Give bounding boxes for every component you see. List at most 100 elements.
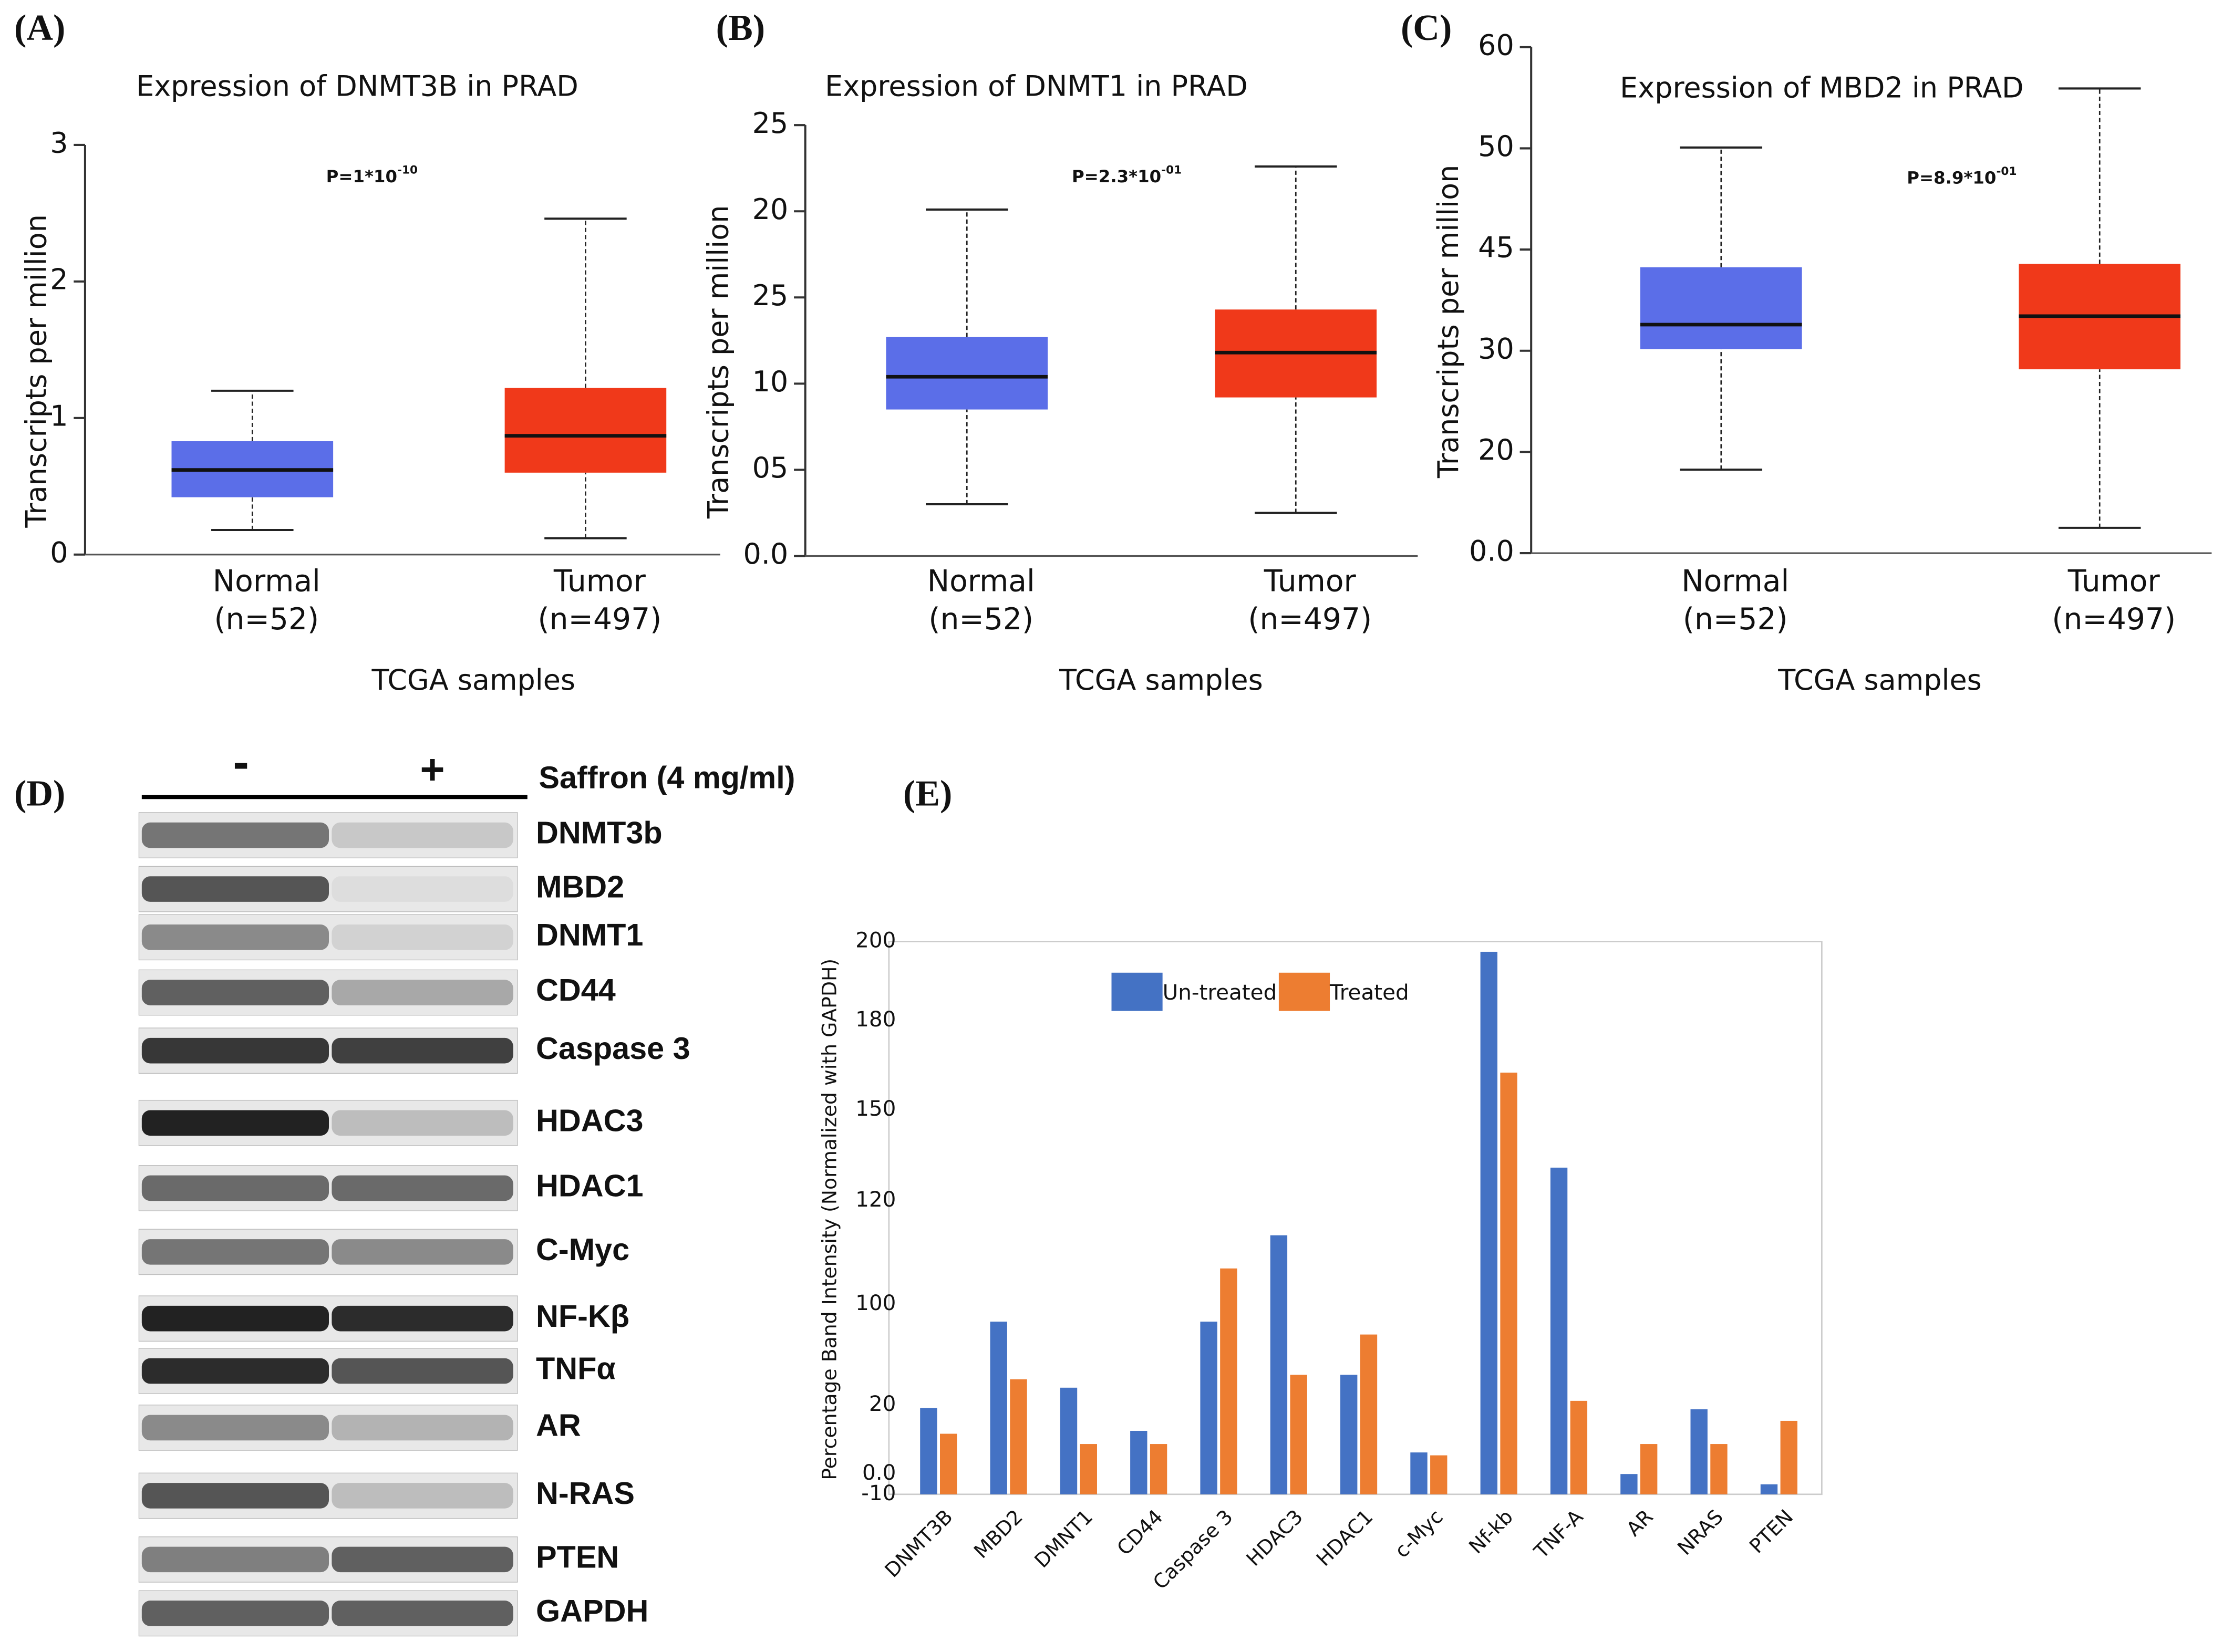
blot-band <box>332 1305 513 1332</box>
bar <box>1500 1072 1517 1494</box>
box <box>1640 267 1802 349</box>
y-tick-label: 25 <box>752 107 789 140</box>
p-value: P=2.3*10-01 <box>1072 164 1182 186</box>
blot-band <box>141 1037 329 1064</box>
blot-band <box>141 876 329 902</box>
y-tick-label: 3 <box>50 127 68 160</box>
p-value: P=8.9*10-01 <box>1907 165 2017 188</box>
x-tick-count: (n=497) <box>538 602 662 637</box>
y-tick-label: 60 <box>1478 28 1514 61</box>
p-value-exp: -10 <box>397 164 418 177</box>
panel-label: (E) <box>903 773 952 814</box>
y-tick-label: 25 <box>752 279 789 312</box>
x-tick-label: Nf-kb <box>1464 1505 1517 1558</box>
blot-label: Caspase 3 <box>536 1031 690 1066</box>
y-tick-label: 1 <box>50 399 68 432</box>
legend-swatch <box>1278 972 1330 1011</box>
x-tick-label: c-Myc <box>1390 1505 1447 1562</box>
panel-label: (A) <box>14 7 65 48</box>
blot-band <box>141 822 329 848</box>
p-value-text: P=8.9*10 <box>1907 168 1996 188</box>
bar <box>1220 1268 1237 1494</box>
panel-label: (C) <box>1401 7 1452 48</box>
blot-band <box>141 1601 329 1626</box>
panel-label: (D) <box>14 773 65 814</box>
y-tick-label: 100 <box>855 1290 896 1315</box>
x-tick-label: MBD2 <box>969 1505 1027 1563</box>
x-tick-label: Tumor <box>1264 564 1357 598</box>
x-tick-label: DMNT1 <box>1030 1505 1097 1572</box>
blot-label: MBD2 <box>536 869 624 904</box>
bar <box>1340 1375 1358 1494</box>
blot-band <box>141 1546 329 1573</box>
bar <box>1150 1444 1167 1494</box>
y-tick-label: 10 <box>752 365 789 398</box>
y-axis-label: Percentage Band Intensity (Normalized wi… <box>818 959 841 1480</box>
blot-label: CD44 <box>536 972 616 1007</box>
y-tick-label: 2 <box>50 263 68 296</box>
bar <box>1620 1474 1638 1494</box>
x-tick-label: TNF-A <box>1529 1505 1588 1563</box>
y-tick-label: -10 <box>861 1480 896 1505</box>
y-tick-label: 200 <box>855 927 896 952</box>
bar <box>920 1408 937 1494</box>
x-tick-label: Normal <box>213 564 320 598</box>
y-tick-label: 0.0 <box>743 537 788 570</box>
blot-band <box>332 876 513 902</box>
y-tick-label: 45 <box>1478 231 1514 264</box>
blot-label: DNMT3b <box>536 815 663 850</box>
bar <box>1410 1452 1428 1494</box>
bar <box>1290 1375 1307 1494</box>
y-axis-label: Transcripts per million <box>701 205 735 520</box>
x-tick-count: (n=52) <box>214 602 319 637</box>
blot-minus: - <box>233 735 249 789</box>
y-tick-label: 20 <box>869 1391 896 1416</box>
p-value-text: P=1*10 <box>326 167 397 186</box>
blot-label: HDAC1 <box>536 1168 643 1203</box>
y-tick-label: 120 <box>855 1187 896 1212</box>
legend-swatch <box>1111 972 1163 1011</box>
p-value-text: P=2.3*10 <box>1072 167 1161 186</box>
blot-label: PTEN <box>536 1540 619 1575</box>
x-tick-count: (n=52) <box>928 602 1033 637</box>
x-tick-label: AR <box>1622 1505 1658 1541</box>
bar <box>990 1322 1007 1494</box>
y-tick-label: 180 <box>855 1006 896 1032</box>
y-tick-label: 0 <box>50 536 68 569</box>
panel-label: (B) <box>716 7 766 48</box>
box <box>886 337 1048 410</box>
x-tick-label: HDAC1 <box>1312 1505 1378 1571</box>
blot-band <box>141 924 329 950</box>
blot-band <box>332 822 513 848</box>
blot-band <box>332 924 513 950</box>
blot-band <box>332 1483 513 1509</box>
legend-label: Treated <box>1329 980 1409 1005</box>
bar <box>1480 951 1497 1494</box>
chart-title: Expression of DNMT1 in PRAD <box>825 70 1248 103</box>
x-tick-label: HDAC3 <box>1242 1505 1307 1571</box>
blot-plus: + <box>420 746 444 794</box>
x-axis-label: TCGA samples <box>1777 663 1982 697</box>
blot-band <box>141 1110 329 1136</box>
x-tick-label: Normal <box>1681 564 1789 598</box>
y-axis-label: Transcripts per million <box>1432 165 1465 479</box>
bar <box>1760 1484 1778 1494</box>
bar <box>1550 1167 1568 1494</box>
blot-band <box>332 1037 513 1064</box>
bar <box>1710 1444 1728 1494</box>
blot-band <box>141 980 329 1005</box>
chart-title: Expression of MBD2 in PRAD <box>1620 71 2023 104</box>
blot-band <box>332 1239 513 1265</box>
blot-treatment: Saffron (4 mg/ml) <box>539 760 795 795</box>
bar <box>1080 1444 1097 1494</box>
x-tick-count: (n=497) <box>1248 602 1372 637</box>
y-tick-label: 05 <box>752 451 789 484</box>
blot-label: NF-Kβ <box>536 1298 629 1334</box>
box <box>504 388 667 473</box>
blot-band <box>141 1239 329 1265</box>
bar <box>940 1433 957 1494</box>
bar <box>1640 1444 1658 1494</box>
chart-title: Expression of DNMT3B in PRAD <box>136 70 578 103</box>
blot-band <box>141 1305 329 1332</box>
